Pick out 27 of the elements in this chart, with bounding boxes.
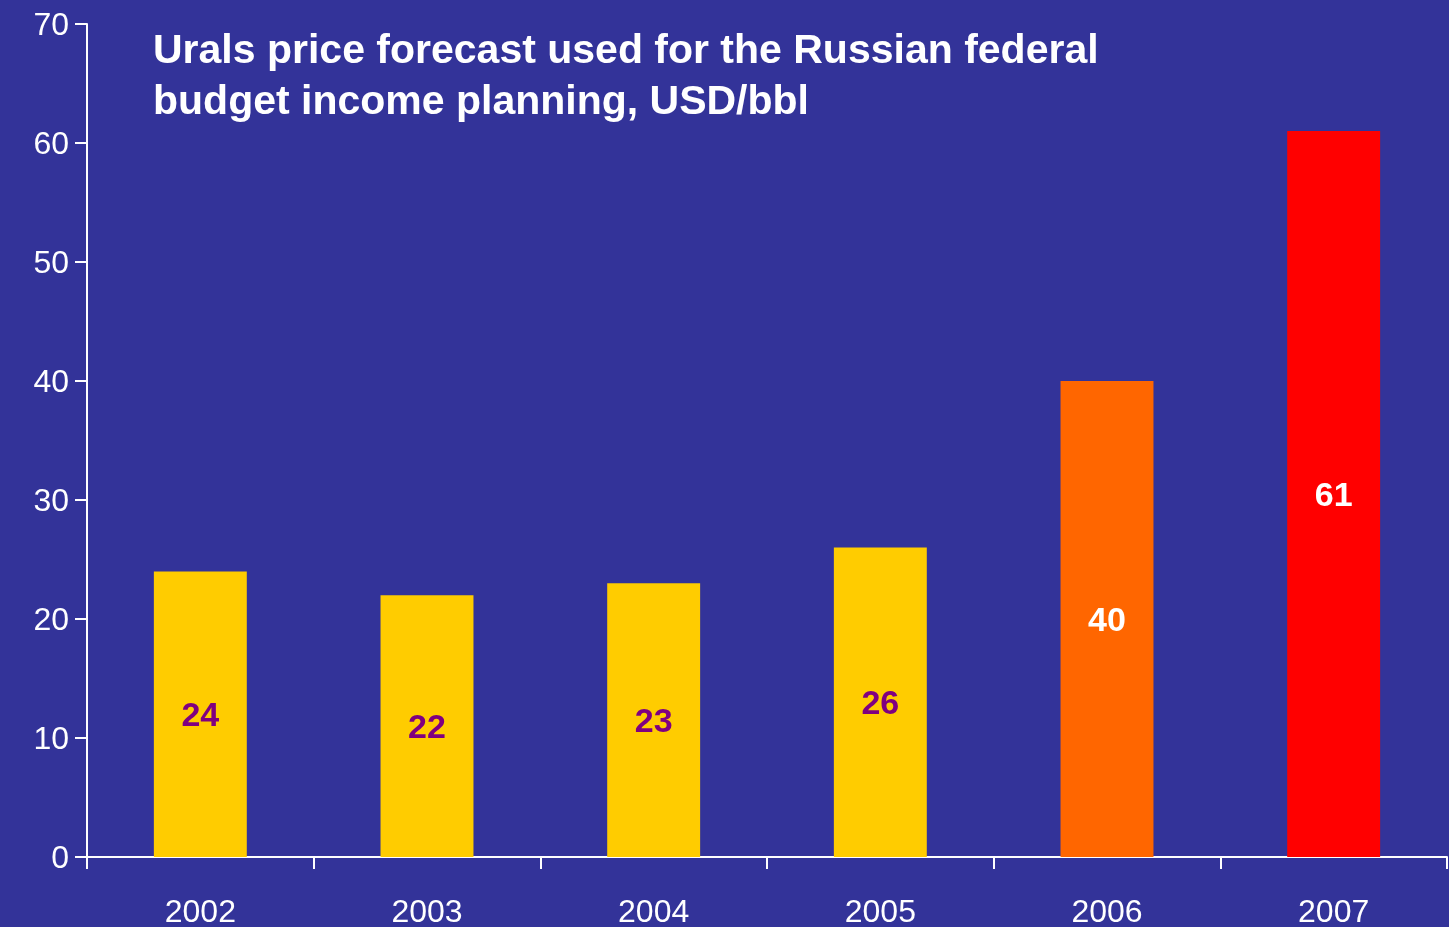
data-label: 61	[1314, 475, 1353, 514]
x-tick-label: 2007	[1298, 893, 1370, 927]
bar	[607, 583, 701, 857]
x-tick-label: 2002	[164, 893, 236, 927]
bar	[153, 571, 247, 857]
x-tick-label: 2005	[844, 893, 916, 927]
x-tick-label: 2004	[618, 893, 690, 927]
x-tick-label: 2006	[1071, 893, 1143, 927]
data-label: 23	[634, 701, 673, 740]
data-label: 40	[1088, 600, 1126, 638]
text: Urals price forecast used for the Russian federal budget income planning, USD/bbl	[153, 25, 1110, 123]
y-tick-label: 60	[33, 125, 69, 161]
y-tick-label: 70	[33, 6, 69, 42]
bar	[1060, 381, 1154, 857]
data-label: 26	[861, 683, 900, 722]
y-tick-label: 20	[33, 601, 69, 637]
bar	[1287, 131, 1381, 857]
y-tick-label: 10	[33, 720, 69, 756]
x-tick-label: 2003	[391, 893, 463, 927]
y-tick-label: 30	[33, 482, 69, 518]
y-tick-label: 0	[51, 839, 69, 875]
y-tick-label: 40	[33, 363, 69, 399]
bar	[380, 595, 474, 857]
data-label: 24	[181, 695, 220, 734]
bar	[833, 547, 927, 857]
data-label: 22	[408, 707, 446, 746]
y-tick-label: 50	[33, 244, 69, 280]
